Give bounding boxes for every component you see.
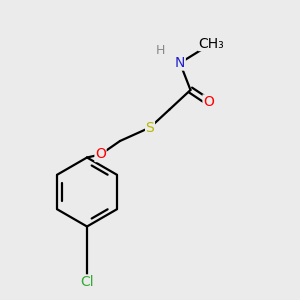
Text: H: H bbox=[156, 44, 165, 58]
Text: S: S bbox=[146, 121, 154, 134]
Text: CH₃: CH₃ bbox=[199, 37, 224, 50]
Text: N: N bbox=[175, 56, 185, 70]
Text: Cl: Cl bbox=[80, 275, 94, 289]
Text: O: O bbox=[203, 95, 214, 109]
Text: O: O bbox=[95, 148, 106, 161]
